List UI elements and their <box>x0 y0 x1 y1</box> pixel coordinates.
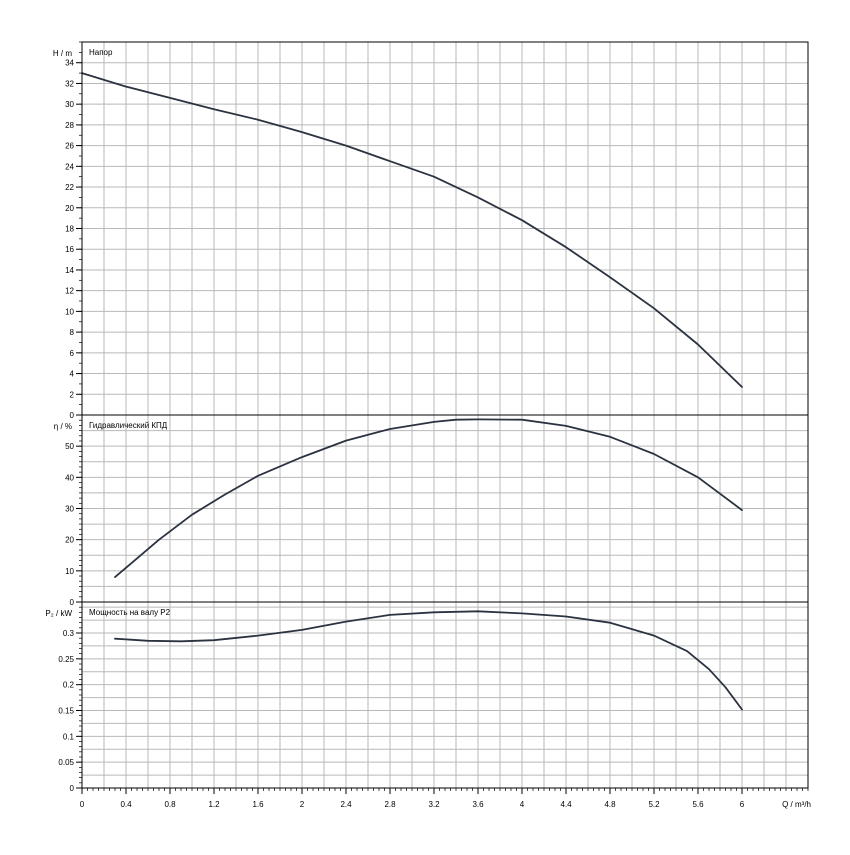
x-tick-label: 2 <box>300 800 305 809</box>
x-tick-label: 6 <box>740 800 745 809</box>
grid-layer <box>82 42 808 788</box>
power-ytick-label: 0.1 <box>63 732 75 741</box>
efficiency-ytick-label: 40 <box>65 473 74 482</box>
x-axis-label: Q / m³/h <box>782 800 811 809</box>
head-ytick-label: 32 <box>65 79 74 88</box>
x-tick-label: 2.4 <box>340 800 352 809</box>
head-ytick-label: 16 <box>65 245 74 254</box>
head-ytick-label: 22 <box>65 183 74 192</box>
head-ytick-label: 0 <box>70 411 75 420</box>
power-ytick-label: 0.2 <box>63 681 75 690</box>
head-ytick-label: 30 <box>65 100 74 109</box>
head-ytick-label: 20 <box>65 204 74 213</box>
head-ytick-label: 26 <box>65 142 74 151</box>
efficiency-ytick-label: 30 <box>65 505 74 514</box>
head-curve <box>81 72 743 388</box>
x-tick-label: 4.4 <box>560 800 572 809</box>
head-ytick-label: 14 <box>65 266 74 275</box>
x-tick-label: 4 <box>520 800 525 809</box>
efficiency-ytick-label: 50 <box>65 442 74 451</box>
x-tick-label: 0.4 <box>120 800 132 809</box>
efficiency-ytick-label: 10 <box>65 567 74 576</box>
x-tick-label: 5.6 <box>692 800 704 809</box>
power-ytick-label: 0.05 <box>58 758 74 767</box>
head-ytick-label: 2 <box>70 390 75 399</box>
power-curve <box>114 610 743 711</box>
head-ytick-label: 18 <box>65 225 74 234</box>
head-ytick-label: 28 <box>65 121 74 130</box>
x-tick-label: 3.2 <box>428 800 440 809</box>
x-tick-label: 3.6 <box>472 800 484 809</box>
efficiency-ylabel: η / % <box>54 422 72 431</box>
power-ytick-label: 0.25 <box>58 655 74 664</box>
head-ytick-label: 8 <box>70 328 75 337</box>
head-ytick-label: 12 <box>65 287 74 296</box>
x-tick-label: 1.2 <box>208 800 220 809</box>
head-ytick-label: 4 <box>70 370 75 379</box>
efficiency-panel-title: Гидравлический КПД <box>89 421 168 430</box>
x-tick-label: 0 <box>80 800 85 809</box>
power-ytick-label: 0.3 <box>63 629 75 638</box>
head-ylabel: H / m <box>53 49 72 58</box>
frame-layer <box>76 41 809 794</box>
efficiency-ytick-label: 20 <box>65 536 74 545</box>
power-ytick-label: 0.15 <box>58 707 74 716</box>
head-ytick-label: 6 <box>70 349 75 358</box>
x-tick-label: 1.6 <box>252 800 264 809</box>
efficiency-ytick-label: 0 <box>70 598 75 607</box>
efficiency-curve <box>114 418 743 578</box>
x-tick-label: 4.8 <box>604 800 616 809</box>
head-ytick-label: 10 <box>65 307 74 316</box>
x-tick-label: 2.8 <box>384 800 396 809</box>
head-panel-title: Напор <box>89 48 113 57</box>
power-panel-title: Мощность на валу P2 <box>89 608 171 617</box>
x-tick-label: 0.8 <box>164 800 176 809</box>
power-ylabel: P₂ / kW <box>45 609 72 618</box>
curves-layer <box>81 72 743 711</box>
head-ytick-label: 34 <box>65 59 74 68</box>
head-ytick-label: 24 <box>65 162 74 171</box>
x-tick-label: 5.2 <box>648 800 660 809</box>
power-ytick-label: 0 <box>70 784 75 793</box>
